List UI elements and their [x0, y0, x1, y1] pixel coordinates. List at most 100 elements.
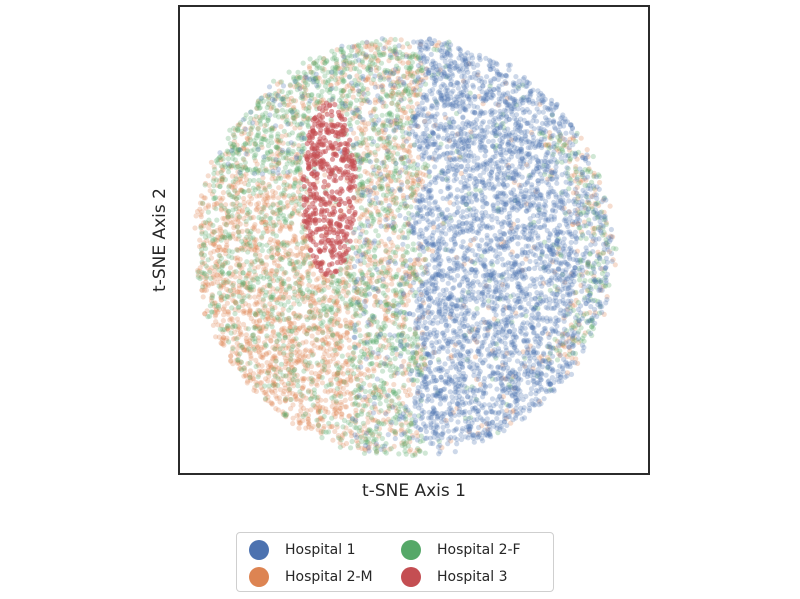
data-point [390, 96, 397, 102]
data-point [269, 312, 275, 318]
data-point [400, 385, 406, 391]
data-point [400, 89, 407, 96]
data-point [240, 270, 246, 276]
data-point [391, 381, 397, 388]
data-point [359, 408, 365, 414]
data-point [326, 353, 332, 359]
data-point [328, 382, 334, 388]
data-point [364, 366, 370, 372]
data-point [262, 214, 268, 220]
data-point [333, 294, 339, 300]
data-point [241, 347, 248, 353]
data-point [361, 119, 367, 125]
data-point [235, 324, 242, 330]
data-point [238, 332, 245, 338]
data-point [314, 284, 320, 290]
data-point [294, 259, 300, 265]
data-point [364, 375, 371, 381]
data-point [289, 338, 295, 344]
data-point [337, 335, 343, 341]
data-point [371, 190, 377, 196]
data-point [203, 263, 209, 269]
data-point [300, 113, 306, 119]
data-point [247, 374, 253, 380]
data-point [277, 294, 283, 300]
data-point [210, 241, 216, 247]
data-point [203, 219, 209, 225]
data-point [265, 316, 271, 322]
data-point [421, 300, 427, 306]
data-point [248, 355, 254, 362]
data-point [293, 202, 299, 208]
data-point [404, 342, 410, 348]
data-point [262, 127, 268, 133]
data-point [401, 73, 407, 80]
data-point [364, 179, 370, 185]
data-point [348, 396, 354, 402]
data-point [302, 411, 309, 417]
data-point [365, 446, 371, 452]
data-point [254, 382, 260, 388]
data-point [337, 365, 343, 371]
data-point [306, 325, 312, 331]
data-point [330, 437, 336, 443]
data-point [198, 225, 204, 231]
data-point [272, 346, 278, 352]
data-point [319, 88, 325, 95]
data-point [291, 368, 297, 374]
data-point [328, 304, 334, 310]
data-point [341, 87, 347, 93]
data-point [384, 315, 390, 322]
data-point [275, 331, 281, 337]
data-point [289, 212, 295, 218]
data-point [289, 328, 295, 334]
data-point [401, 105, 407, 111]
data-point [312, 403, 318, 409]
data-point [271, 381, 277, 387]
data-point [278, 376, 284, 382]
data-point [293, 360, 299, 366]
data-point [234, 224, 240, 230]
data-point [358, 244, 364, 250]
data-point [299, 296, 306, 302]
data-point [337, 444, 343, 450]
data-point [297, 314, 303, 320]
data-point [281, 101, 287, 108]
data-point [296, 178, 302, 184]
data-point [363, 77, 369, 83]
data-point [333, 352, 339, 358]
data-point [297, 165, 303, 171]
data-point [244, 341, 250, 348]
data-point [378, 259, 384, 265]
data-point [219, 336, 225, 342]
data-point [383, 450, 389, 456]
data-point [260, 314, 266, 320]
data-point [288, 406, 294, 412]
data-point [292, 176, 298, 182]
data-point [422, 161, 428, 167]
data-point [472, 326, 478, 332]
data-point [267, 156, 273, 162]
data-point [303, 425, 309, 431]
data-point [205, 209, 211, 215]
data-point [263, 351, 269, 357]
data-point [320, 358, 326, 364]
data-point [240, 241, 247, 247]
data-point [308, 303, 314, 309]
data-point [360, 51, 366, 57]
data-point [310, 424, 316, 430]
data-point [584, 199, 590, 205]
data-point [340, 88, 346, 94]
data-point [251, 237, 257, 243]
data-point [378, 269, 384, 275]
data-point [330, 352, 336, 358]
points-layer [192, 36, 619, 459]
data-point [219, 269, 225, 275]
data-point [247, 360, 253, 366]
data-point [392, 320, 398, 327]
data-point [202, 271, 208, 277]
data-point [581, 333, 587, 339]
data-point [345, 362, 351, 368]
data-point [569, 355, 575, 361]
data-point [250, 185, 256, 191]
